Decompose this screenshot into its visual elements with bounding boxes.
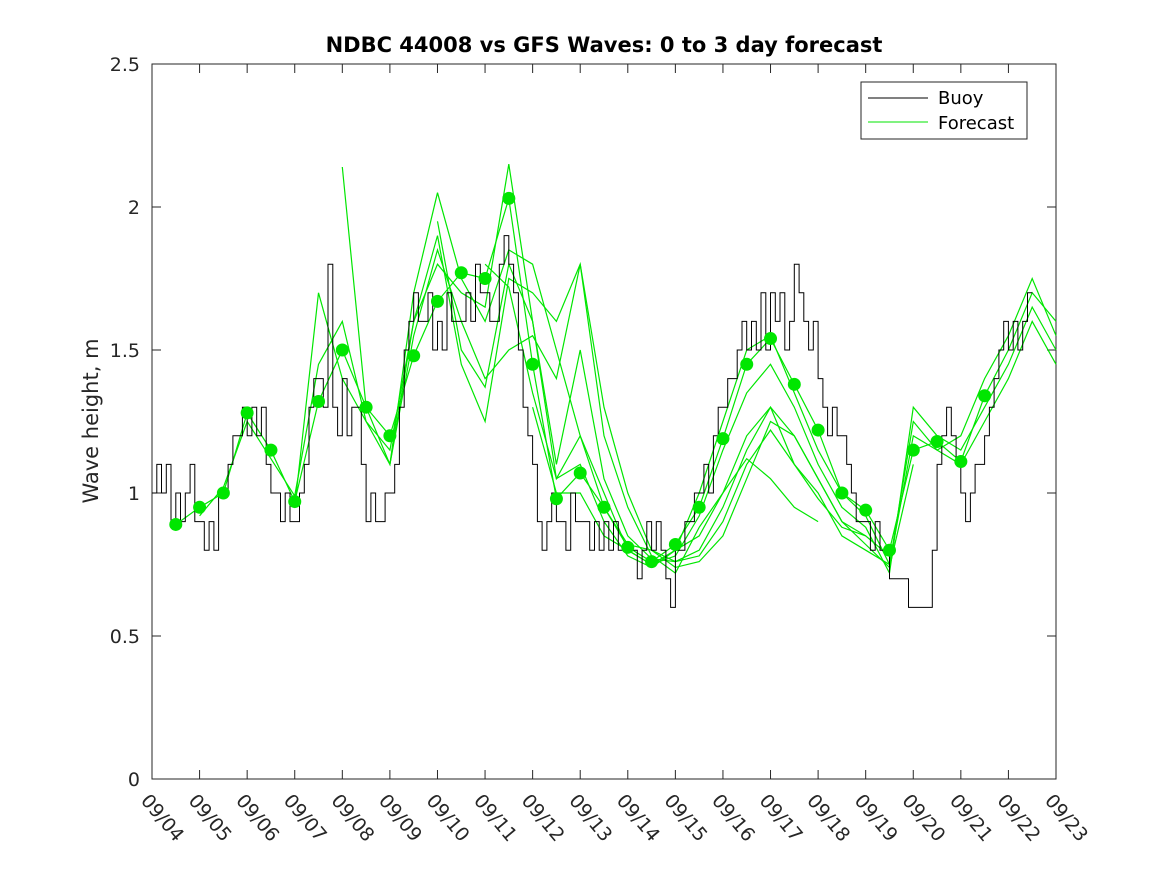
legend-box: [860, 81, 1028, 140]
forecast-marker: [954, 455, 968, 469]
forecast-marker: [335, 343, 349, 357]
legend-forecast-label: Forecast: [938, 113, 1014, 134]
forecast-line-1: [175, 198, 1057, 563]
forecast-marker: [978, 389, 992, 403]
forecast-marker: [169, 517, 183, 531]
forecast-marker: [383, 429, 397, 443]
forecast-marker: [359, 400, 373, 414]
forecast-marker: [787, 377, 801, 391]
forecast-marker: [906, 443, 920, 457]
forecast-marker: [526, 357, 540, 371]
y-tick-label: 0.5: [110, 626, 140, 648]
forecast-marker: [621, 540, 635, 554]
forecast-marker: [692, 500, 706, 514]
legend: Buoy Forecast: [860, 81, 1028, 140]
forecast-marker: [668, 537, 682, 551]
forecast-marker: [216, 486, 230, 500]
forecast-marker: [859, 503, 873, 517]
y-tick-label: 2.5: [110, 54, 140, 76]
forecast-marker: [240, 406, 254, 420]
forecast-line-4: [341, 166, 1057, 574]
forecast-marker: [312, 394, 326, 408]
legend-buoy-label: Buoy: [938, 88, 984, 109]
forecast-marker: [764, 332, 778, 346]
forecast-marker: [740, 357, 754, 371]
plot-border: [151, 63, 1057, 780]
buoy-line: [152, 235, 1033, 608]
forecast-marker: [835, 486, 849, 500]
forecast-line-2: [199, 164, 1057, 569]
forecast-marker: [549, 492, 563, 506]
y-tick-label: 1.5: [110, 340, 140, 362]
forecast-marker: [407, 349, 421, 363]
forecast-marker: [193, 500, 207, 514]
y-tick-label: 0: [128, 769, 140, 791]
forecast-line-7: [484, 263, 890, 563]
forecast-marker: [573, 466, 587, 480]
y-axis-label: Wave height, m: [79, 338, 103, 503]
y-tick-label: 2: [128, 197, 140, 219]
forecast-marker: [502, 191, 516, 205]
forecast-marker: [597, 500, 611, 514]
forecast-markers: [169, 191, 992, 569]
forecast-marker: [930, 435, 944, 449]
forecast-marker: [716, 432, 730, 446]
forecast-marker: [264, 443, 278, 457]
forecast-marker: [645, 555, 659, 569]
forecast-marker: [882, 543, 896, 557]
chart-title: NDBC 44008 vs GFS Waves: 0 to 3 day fore…: [326, 33, 883, 57]
y-tick-label: 1: [128, 483, 140, 505]
forecast-marker: [288, 495, 302, 509]
forecast-marker: [478, 272, 492, 285]
forecast-marker: [811, 423, 825, 437]
forecast-marker: [430, 294, 444, 308]
forecast-marker: [454, 266, 468, 280]
